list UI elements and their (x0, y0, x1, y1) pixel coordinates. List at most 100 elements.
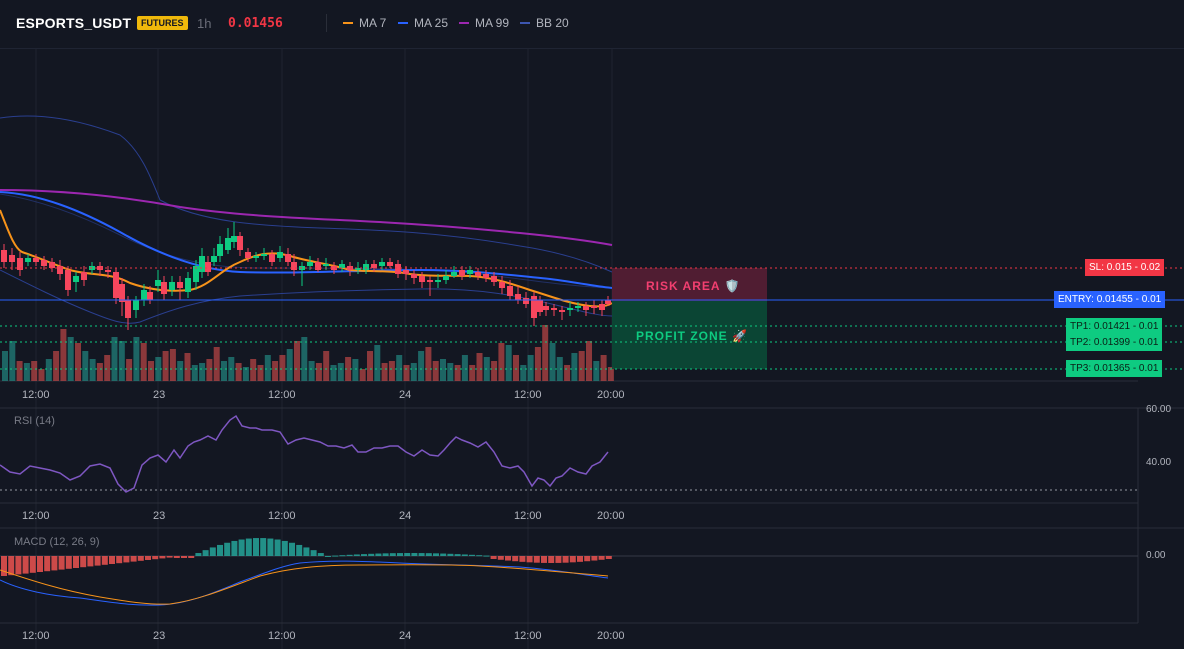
entry-tag[interactable]: ENTRY: 0.01455 - 0.01 (1054, 291, 1166, 308)
macd-hist-bar (267, 538, 274, 556)
macd-hist-bar (310, 550, 317, 556)
candle-body (17, 258, 23, 270)
volume-bar (440, 359, 446, 381)
candle-body (591, 306, 597, 308)
legend-label: MA 99 (475, 16, 510, 30)
time-label: 12:00 (22, 389, 50, 401)
volume-bar (301, 337, 308, 381)
macd-hist-bar (44, 556, 51, 572)
candle-body (363, 264, 369, 270)
legend-ma7[interactable]: MA 7 (343, 16, 386, 30)
sl-tag[interactable]: SL: 0.015 - 0.02 (1085, 259, 1165, 276)
legend-ma25[interactable]: MA 25 (398, 16, 448, 30)
ma7-swatch (343, 22, 353, 24)
candle-body (65, 270, 71, 290)
candle-body (315, 262, 321, 270)
risk-area-label: RISK AREA 🛡️ (646, 279, 741, 293)
macd-hist-bar (29, 556, 36, 573)
macd-hist-bar (289, 542, 295, 556)
interval-selector[interactable]: 1h (197, 16, 212, 31)
volume-bar (38, 369, 45, 381)
volume-bar (191, 365, 198, 381)
candle-body (435, 280, 441, 282)
volume-bar (162, 351, 169, 381)
macd-hist-bar (339, 555, 346, 557)
candle-body (427, 280, 433, 282)
candle-body (291, 262, 297, 270)
legend-bb20[interactable]: BB 20 (520, 16, 569, 30)
macd-hist-bar (109, 556, 115, 564)
symbol-name[interactable]: ESPORTS_USDT (16, 15, 132, 31)
volume-bar (75, 343, 81, 381)
tp3-tag[interactable]: TP3: 0.01365 - 0.01 (1066, 360, 1163, 377)
macd-hist-bar (591, 556, 598, 561)
time-label: 23 (153, 510, 166, 522)
macd-hist-bar (80, 556, 87, 568)
macd-hist-bar (73, 556, 79, 568)
candle-body (33, 258, 39, 262)
macd-hist-bar (411, 553, 418, 556)
macd-hist-bar (490, 556, 497, 559)
macd-hist-bar (505, 556, 511, 561)
volume-bar (45, 359, 52, 381)
volume-bar (111, 337, 118, 381)
candle-body (605, 300, 611, 304)
macd-hist-bar (598, 556, 605, 560)
macd-hist-bar (569, 556, 576, 563)
last-price: 0.01456 (228, 16, 283, 31)
candle-body (217, 244, 223, 256)
candle-body (105, 270, 111, 272)
time-label: 20:00 (597, 389, 625, 401)
candle-body (141, 290, 147, 300)
candle-body (285, 254, 291, 262)
candle-body (253, 256, 259, 258)
candle-body (73, 276, 79, 282)
volume-bar (586, 341, 592, 381)
volume-bar (330, 365, 337, 381)
macd-hist-bar (15, 556, 22, 575)
macd-hist-bar (87, 556, 94, 567)
volume-bar (206, 359, 213, 381)
candle-body (205, 262, 211, 272)
candle-body (543, 306, 549, 310)
ma99-line (0, 189, 613, 246)
candle-body (499, 282, 505, 288)
candle-body (599, 304, 605, 310)
volume-bar (82, 351, 89, 381)
volume-bar (556, 357, 563, 381)
macd-line (0, 560, 609, 606)
macd-hist-bar (296, 544, 303, 556)
volume-bar (177, 361, 184, 381)
volume-bar (578, 351, 585, 381)
volume-bar (184, 353, 191, 381)
candle-body (161, 282, 167, 294)
macd-hist-bar (332, 555, 339, 557)
macd-hist-bar (447, 553, 454, 556)
volume-bar (505, 345, 512, 381)
time-label: 24 (399, 389, 412, 401)
volume-bar (476, 353, 483, 381)
candle-body (515, 294, 521, 300)
candle-body (583, 306, 589, 310)
macd-hist-bar (1, 556, 7, 576)
legend-ma99[interactable]: MA 99 (459, 16, 509, 30)
candle-body (133, 300, 139, 310)
volume-bar (104, 355, 111, 381)
macd-hist-bar (533, 556, 540, 563)
macd-hist-bar (145, 556, 151, 560)
tp2-tag[interactable]: TP2: 0.01399 - 0.01 (1066, 334, 1163, 351)
tp1-tag[interactable]: TP1: 0.01421 - 0.01 (1066, 318, 1163, 335)
volume-bar (396, 355, 403, 381)
candle-body (237, 236, 243, 250)
macd-histogram (1, 538, 612, 576)
macd-hist-bar (526, 556, 533, 563)
macd-hist-bar (353, 554, 360, 556)
candle-body (261, 254, 267, 256)
volume-bar (418, 351, 425, 381)
macd-hist-bar (404, 553, 411, 556)
candle-body (475, 272, 481, 276)
candle-body (269, 254, 275, 262)
macd-hist-bar (253, 538, 259, 556)
candle-body (177, 282, 183, 288)
